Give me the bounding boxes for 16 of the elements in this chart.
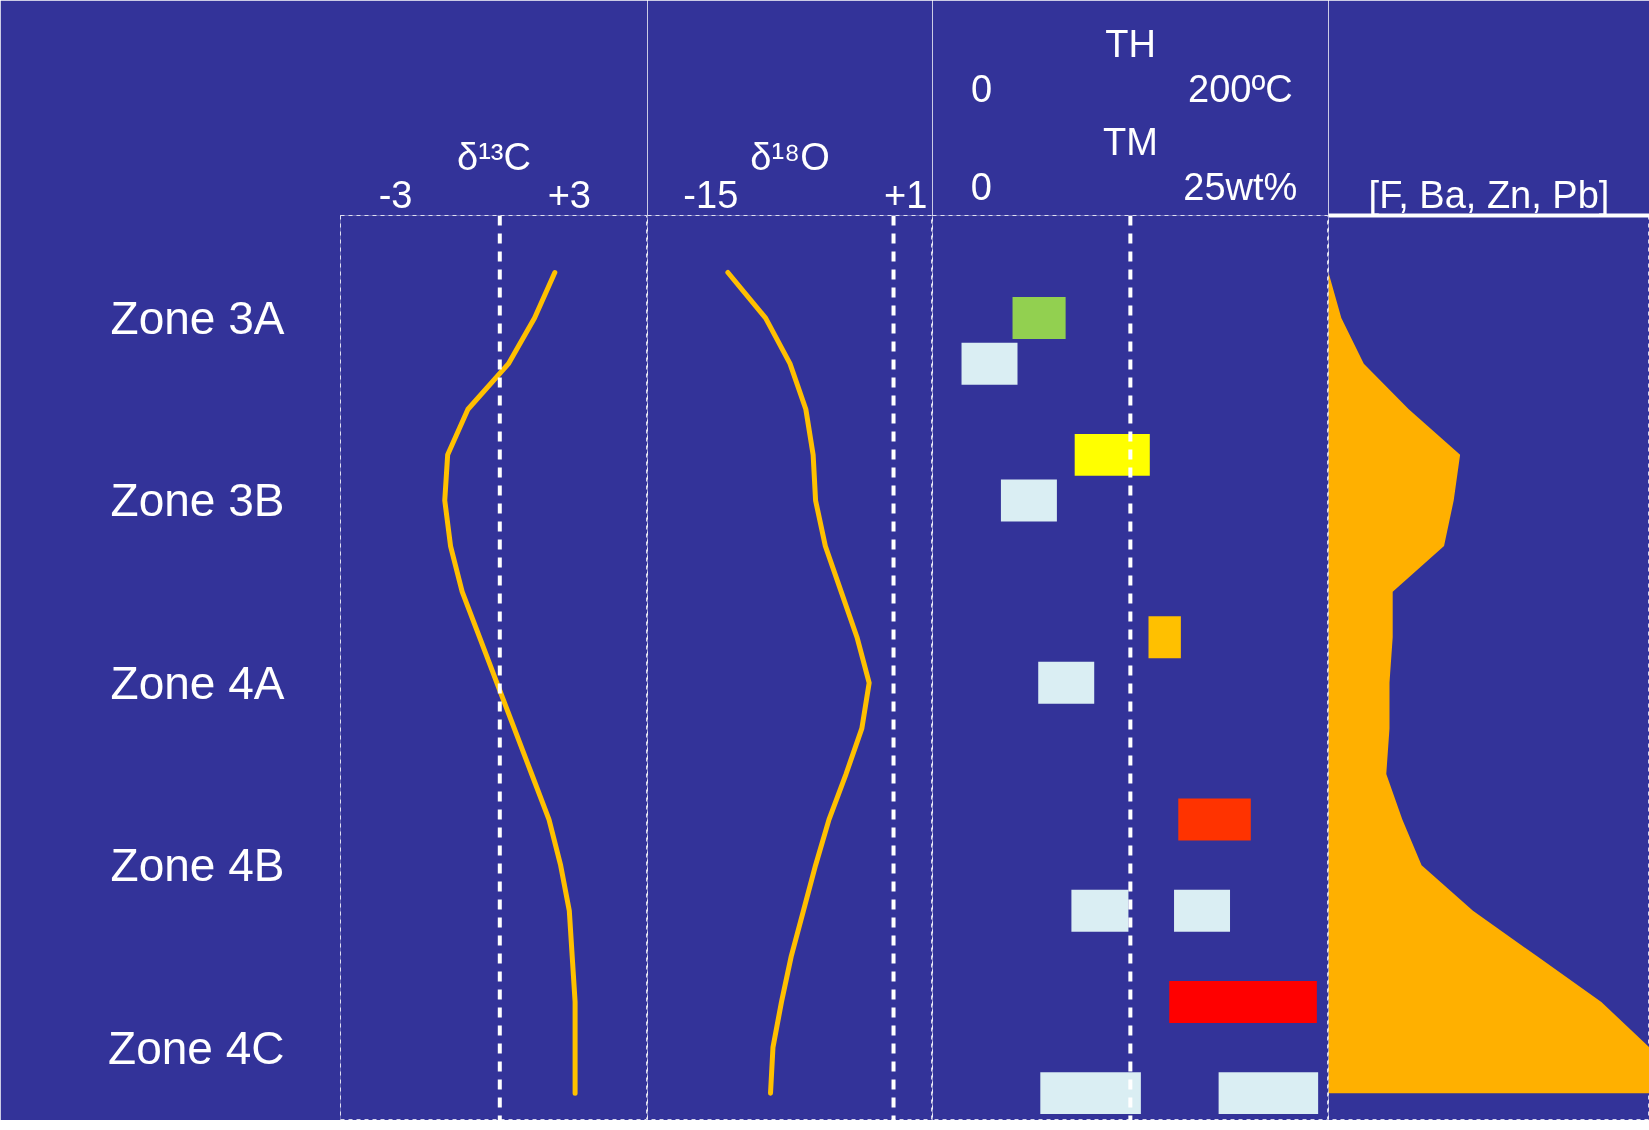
y-tick-label: Zone 3A [110,292,285,345]
x-axis-title: TH [1105,22,1156,65]
y-tick-label: Zone 4C [108,1021,285,1074]
x2-tick-label: 25wt% [1183,165,1298,208]
y-tick-label: Zone 4B [110,839,285,892]
x-tick-label: -15 [683,173,739,216]
x-tick-label: +1 [884,173,928,216]
y-tick-label: Zone 4A [110,656,285,709]
x-tick-label: 200ºC [1188,67,1293,110]
y-tick-label: Zone 3B [110,474,285,527]
x-tick-label: -3 [378,173,413,216]
x-axis-title: δ¹³C [457,135,531,178]
x2-axis-title: TM [1103,120,1158,163]
x-axis-title: δ¹⁸O [750,135,830,178]
x-axis-title: [F, Ba, Zn, Pb] [1368,173,1610,216]
x-tick-label: +3 [547,173,591,216]
